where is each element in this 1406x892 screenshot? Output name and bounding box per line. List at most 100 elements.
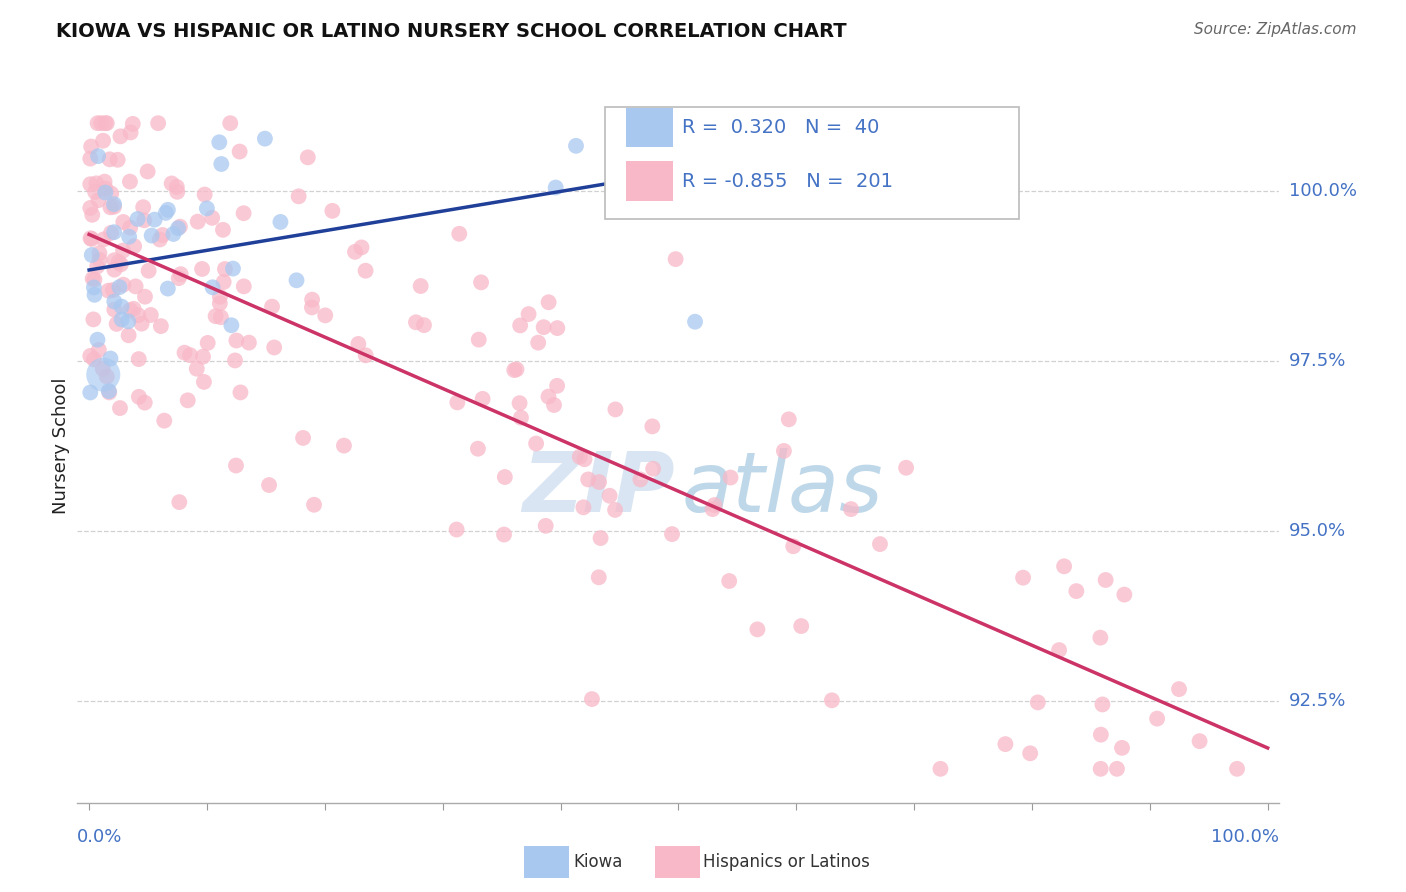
Point (1168, 682, 1191, 697)
Point (509, 318, 531, 333)
Point (543, 398, 565, 412)
Point (94, 181, 117, 195)
Point (778, 412, 800, 426)
Point (169, 219, 191, 234)
Text: 100.0%: 100.0% (1289, 182, 1357, 200)
Point (222, 261, 245, 276)
Point (84, 185, 107, 199)
Point (470, 276, 492, 290)
Point (297, 150, 319, 164)
Y-axis label: Nursery School: Nursery School (52, 377, 70, 515)
Point (79, 385, 101, 400)
Text: atlas: atlas (682, 449, 883, 529)
Point (122, 301, 145, 316)
Point (89, 252, 111, 267)
Point (156, 281, 179, 295)
Point (533, 320, 555, 334)
Point (122, 239, 145, 253)
Point (120, 125, 142, 139)
Point (321, 203, 343, 218)
Point (509, 396, 531, 410)
Point (703, 498, 725, 512)
Point (117, 328, 139, 343)
Point (574, 452, 596, 467)
Point (86, 116, 108, 130)
Point (89, 246, 111, 260)
Point (510, 410, 533, 425)
Point (112, 244, 135, 258)
Point (1188, 734, 1211, 748)
Point (111, 312, 134, 326)
Point (534, 518, 557, 533)
Point (153, 414, 176, 428)
Point (187, 214, 209, 228)
Point (219, 116, 242, 130)
Point (467, 442, 489, 456)
Point (405, 315, 427, 329)
Text: Kiowa: Kiowa (574, 853, 623, 871)
Point (103, 200, 125, 214)
Point (124, 279, 146, 293)
Point (195, 202, 218, 216)
Point (446, 395, 468, 409)
Point (287, 189, 309, 203)
Point (110, 300, 132, 314)
Point (100, 186, 122, 201)
Point (994, 737, 1017, 751)
Point (80, 232, 103, 246)
Point (201, 211, 224, 225)
Point (527, 335, 550, 350)
Point (1053, 559, 1076, 574)
Point (127, 211, 149, 226)
Text: KIOWA VS HISPANIC OR LATINO NURSERY SCHOOL CORRELATION CHART: KIOWA VS HISPANIC OR LATINO NURSERY SCHO… (56, 22, 846, 41)
Point (128, 390, 150, 404)
Point (409, 279, 432, 293)
Point (179, 348, 201, 362)
Point (572, 500, 595, 515)
Text: ZIP: ZIP (522, 449, 675, 529)
Point (87, 149, 110, 163)
Point (301, 293, 323, 307)
Point (100, 226, 122, 240)
Point (628, 472, 651, 486)
Point (155, 206, 177, 220)
Point (221, 318, 243, 333)
Point (118, 229, 141, 244)
Point (96, 369, 118, 384)
Point (103, 225, 125, 239)
Point (156, 202, 179, 217)
Point (492, 527, 515, 541)
Point (177, 393, 200, 408)
Point (1047, 643, 1070, 657)
Point (285, 273, 308, 287)
Point (1090, 631, 1112, 645)
Point (605, 402, 627, 417)
Point (201, 280, 224, 294)
Point (96, 116, 118, 130)
Point (134, 395, 156, 409)
Point (86, 177, 108, 191)
Point (1091, 698, 1114, 712)
Point (505, 362, 527, 376)
Point (191, 262, 214, 277)
Point (588, 570, 610, 584)
Point (100, 200, 122, 214)
Point (107, 255, 129, 269)
Point (127, 308, 149, 322)
Text: R =  0.320   N =  40: R = 0.320 N = 40 (682, 118, 879, 137)
Point (599, 489, 621, 503)
Text: Source: ZipAtlas.com: Source: ZipAtlas.com (1194, 22, 1357, 37)
Point (110, 129, 132, 144)
Text: 100.0%: 100.0% (1212, 828, 1279, 846)
Point (93, 232, 115, 246)
Point (224, 353, 246, 368)
Point (782, 159, 804, 173)
Point (204, 309, 226, 323)
Point (112, 215, 135, 229)
Point (101, 283, 124, 297)
Point (173, 345, 195, 359)
Point (166, 185, 188, 199)
Point (1146, 712, 1168, 726)
Point (138, 264, 160, 278)
Point (301, 301, 323, 315)
